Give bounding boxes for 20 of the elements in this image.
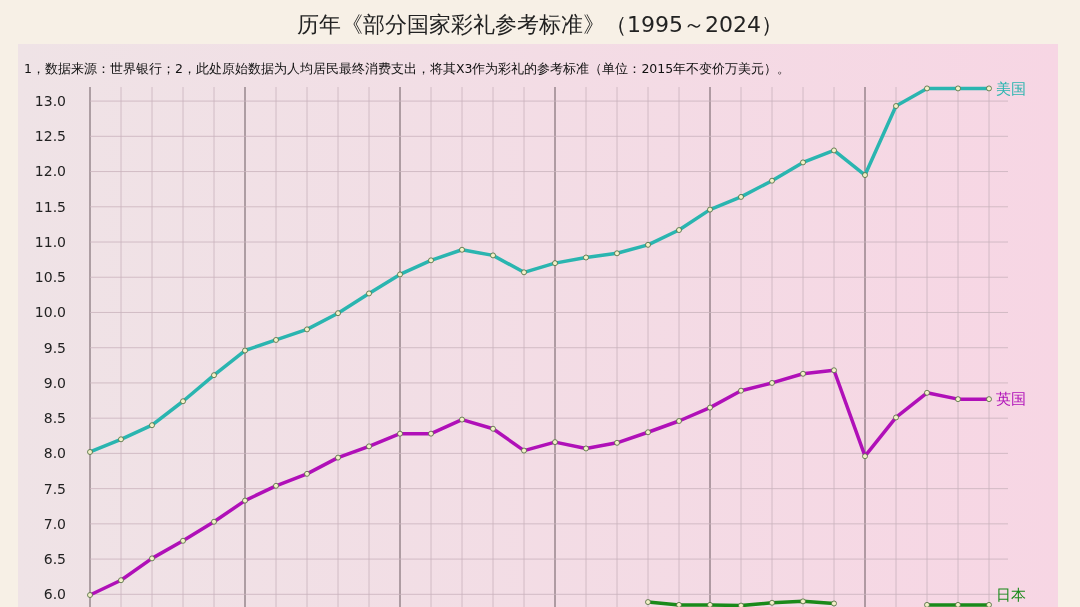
series-label: 日本: [996, 586, 1026, 605]
chart-title: 历年《部分国家彩礼参考标准》（1995～2024）: [297, 12, 783, 37]
series-label: 美国: [996, 79, 1026, 98]
text: 1，数据来源：世界银行；2，此处原始数据为人均居民最终消费支出，将其X3作为彩礼的参考标准（单位：2015年不变价万美元）。: [24, 61, 791, 76]
y-tick-label: 10.0: [34, 304, 66, 321]
y-tick-label: 6.5: [43, 550, 66, 567]
y-tick-label: 9.5: [43, 339, 66, 356]
y-tick-label: 11.0: [34, 233, 66, 250]
y-tick-label: 11.5: [34, 198, 66, 215]
y-tick-label: 12.0: [34, 163, 66, 180]
y-tick-label: 10.5: [34, 269, 66, 286]
y-tick-label: 8.5: [43, 410, 66, 427]
series-label: 英国: [996, 390, 1026, 409]
y-tick-label: 13.0: [34, 92, 66, 109]
y-tick-label: 7.0: [43, 515, 66, 532]
y-tick-label: 7.5: [43, 480, 66, 497]
y-tick-label: 6.0: [43, 586, 66, 603]
y-tick-label: 8.0: [43, 445, 66, 462]
y-tick-label: 9.0: [43, 374, 66, 391]
y-tick-label: 12.5: [34, 128, 66, 145]
